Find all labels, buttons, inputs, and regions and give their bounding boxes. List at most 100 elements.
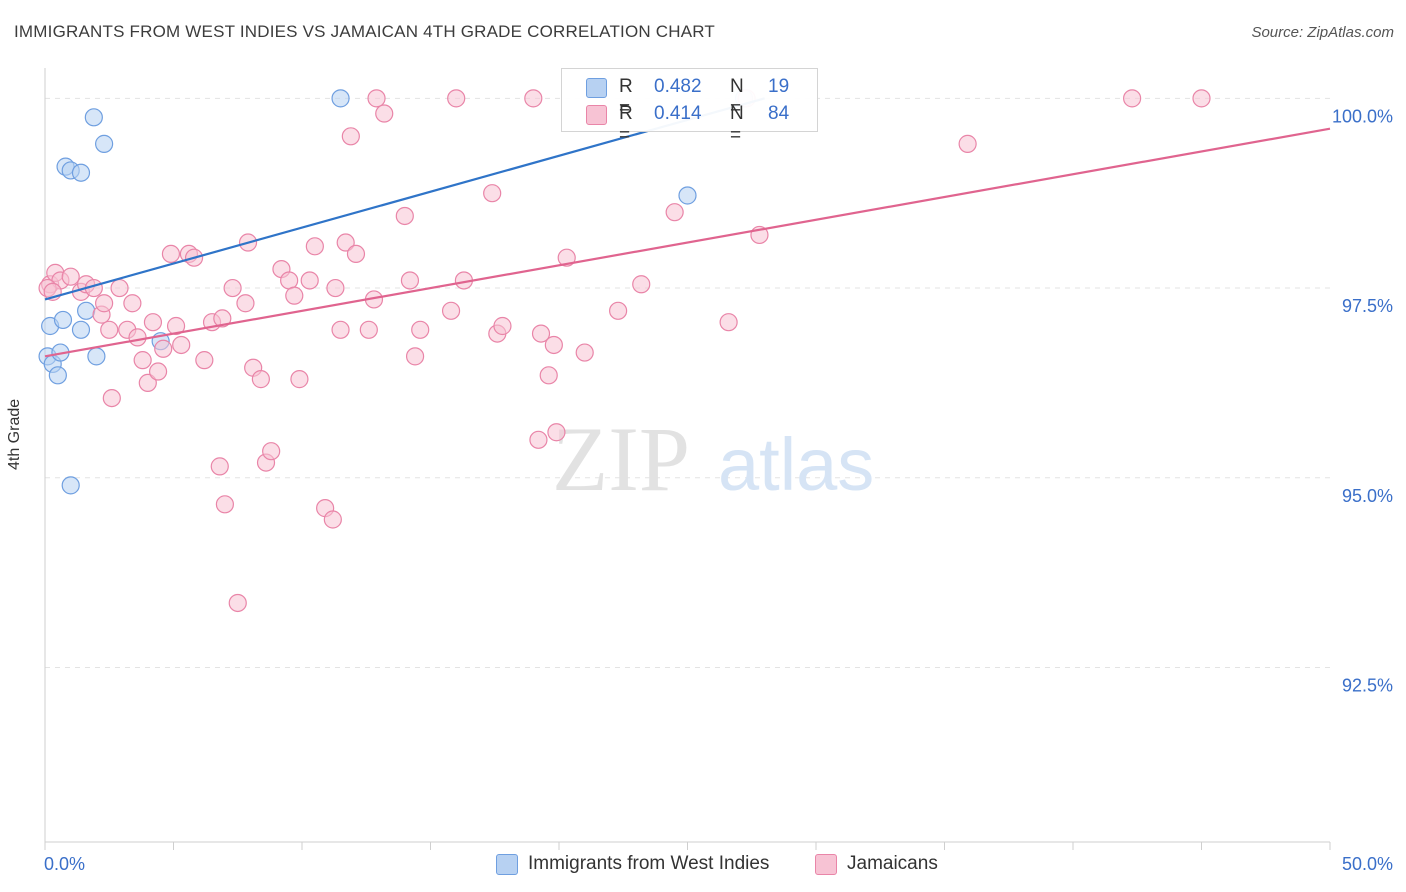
jamaicans-point [305,237,324,256]
jamaicans-point [280,271,299,290]
jamaicans-point [161,244,181,264]
legend-n-value: 19 [768,76,790,97]
jamaicans-point [346,244,366,264]
jamaicans-point [719,313,738,332]
watermark-zip: ZIP [552,408,690,510]
jamaicans-point [359,320,378,339]
jamaicans-point [215,495,234,514]
jamaicans-point [228,593,247,613]
legend-swatch-west-indies [586,78,607,98]
west-indies-point [678,186,697,205]
series-label-west-indies: Immigrants from West Indies [528,853,770,874]
jamaicans-point [128,328,147,347]
legend-r-value: 0.414 [654,103,702,124]
jamaicans-point [524,89,543,108]
legend-n-label: N = [730,103,744,146]
jamaicans-point [547,423,566,442]
jamaicans-point [958,134,977,153]
jamaicans-point [133,351,152,370]
jamaicans-point [539,366,558,385]
jamaicans-point [1192,89,1211,108]
jamaicans-point [341,127,360,146]
west-indies-point [95,134,114,153]
jamaicans-trend-line [44,127,1331,358]
jamaicans-point [138,373,157,393]
west-indies-point [61,476,80,495]
jamaicans-point [326,278,345,298]
jamaicans-point [172,335,191,355]
jamaicans-point [1123,89,1142,108]
jamaicans-point [195,351,214,370]
grid-lines [45,97,1330,668]
jamaicans-point [529,430,548,449]
jamaicans-point [143,313,163,332]
jamaicans-point [148,362,168,381]
jamaicans-point [405,347,425,366]
jamaicans-point [557,248,576,267]
jamaicans-point [447,89,466,108]
jamaicans-point [395,206,414,226]
jamaicans-point [223,278,242,298]
jamaicans-point [609,301,628,320]
data-points [38,89,1211,613]
jamaicans-point [336,233,355,252]
trend-lines [44,97,1331,358]
series-label-jamaicans: Jamaicans [847,853,938,874]
jamaicans-point [493,316,512,336]
west-indies-point [48,366,67,385]
chart-title: IMMIGRANTS FROM WEST INDIES VS JAMAICAN … [14,22,716,41]
series-swatch-west-indies [496,854,518,875]
jamaicans-point [236,294,255,313]
jamaicans-point [210,457,229,476]
jamaicans-point [61,267,80,286]
legend-swatch-jamaicans [586,105,607,125]
y-tick-label: 92.5% [1342,675,1393,695]
jamaicans-point [251,370,270,389]
jamaicans-point [441,301,461,320]
jamaicans-point [400,271,420,290]
west-indies-point [84,108,103,127]
tick-labels: 100.0% 97.5% 95.0% 92.5% 0.0% 50.0% [44,106,1393,874]
axes [44,68,1331,850]
jamaicans-point [262,442,281,461]
y-tick-label: 95.0% [1342,486,1393,506]
jamaicans-point [100,320,119,339]
west-indies-point [71,163,91,182]
west-indies-point [87,347,106,366]
y-tick-label: 97.5% [1342,296,1393,316]
jamaicans-point [123,294,142,313]
west-indies-point [71,320,91,339]
y-tick-label: 100.0% [1332,106,1393,126]
x-tick-label: 0.0% [44,854,85,874]
jamaicans-point [110,278,129,298]
jamaicans-point [575,343,594,362]
jamaicans-point [285,286,304,305]
jamaicans-point [367,89,386,108]
jamaicans-point [331,320,350,339]
jamaicans-point [375,104,394,123]
west-indies-point [331,89,350,108]
jamaicans-point [544,335,563,355]
legend-r-value: 0.482 [654,76,702,97]
jamaicans-point [411,320,430,339]
jamaicans-point [323,510,342,529]
jamaicans-point [95,294,114,313]
legend-n-value: 84 [768,103,790,124]
legend-r-label: R = [619,103,633,146]
source-credit: Source: ZipAtlas.com [1251,24,1394,41]
jamaicans-point [483,184,502,203]
jamaicans-point [166,316,186,336]
legend-n-label: N = [730,76,744,119]
correlation-legend: R = 0.482 N = 19 R = 0.414 N = 84 [561,68,818,146]
jamaicans-point [154,339,173,358]
series-swatch-jamaicans [815,854,837,875]
west-indies-point [77,301,96,320]
watermark-atlas: atlas [718,423,874,506]
x-tick-label: 50.0% [1342,854,1393,874]
jamaicans-point [102,388,121,408]
jamaicans-point [632,275,651,294]
jamaicans-point [531,324,551,343]
jamaicans-point [290,370,309,389]
jamaicans-point [300,271,319,290]
